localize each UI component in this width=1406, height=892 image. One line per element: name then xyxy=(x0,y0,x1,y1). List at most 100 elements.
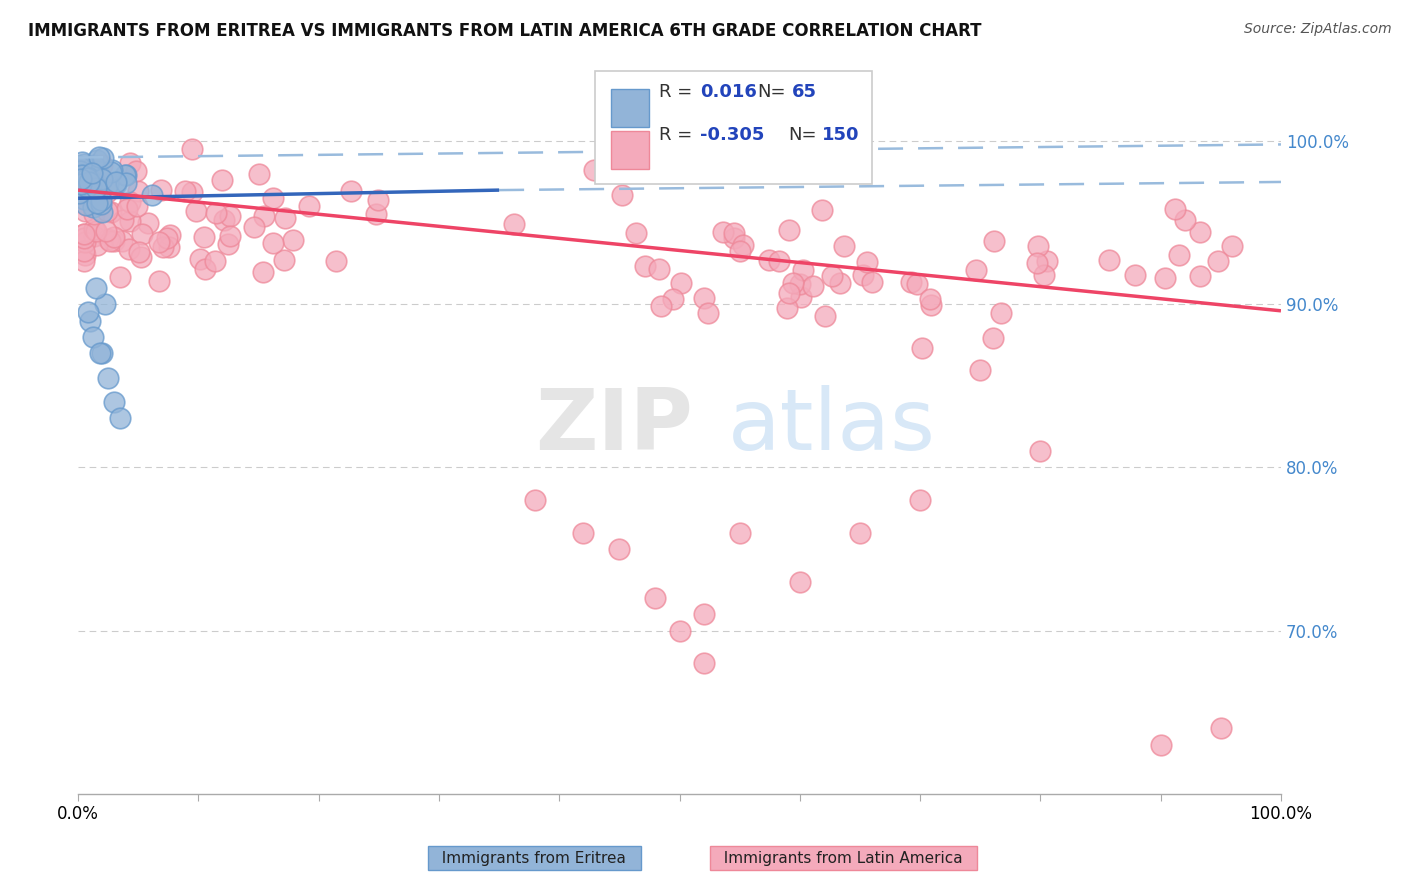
Point xyxy=(118,194,141,209)
Point xyxy=(91,346,114,360)
Point xyxy=(194,262,217,277)
Point xyxy=(73,157,96,171)
Point xyxy=(283,233,305,247)
Point xyxy=(692,607,714,622)
Text: N=: N= xyxy=(787,126,817,144)
Point xyxy=(1026,239,1049,253)
Point xyxy=(115,168,138,182)
Point xyxy=(87,179,110,194)
Point xyxy=(89,151,111,165)
Point xyxy=(252,265,274,279)
Point xyxy=(758,252,780,267)
Point xyxy=(181,142,204,156)
Point xyxy=(128,244,150,259)
Point xyxy=(1168,248,1191,262)
Point xyxy=(73,235,96,249)
Point xyxy=(150,183,173,197)
Point xyxy=(1098,253,1121,268)
Point xyxy=(73,179,96,194)
Point xyxy=(907,277,929,292)
Point xyxy=(340,184,363,198)
Point xyxy=(129,250,152,264)
Point xyxy=(778,285,800,300)
Point xyxy=(1189,268,1212,283)
Point xyxy=(110,269,132,284)
Text: Immigrants from Eritrea: Immigrants from Eritrea xyxy=(433,851,636,865)
Text: Immigrants from Latin America: Immigrants from Latin America xyxy=(714,851,973,865)
Point xyxy=(83,229,105,244)
Text: IMMIGRANTS FROM ERITREA VS IMMIGRANTS FROM LATIN AMERICA 6TH GRADE CORRELATION C: IMMIGRANTS FROM ERITREA VS IMMIGRANTS FR… xyxy=(28,22,981,40)
FancyBboxPatch shape xyxy=(595,70,872,185)
Point xyxy=(118,155,141,169)
Point xyxy=(103,234,125,248)
Point xyxy=(731,237,754,252)
Point xyxy=(67,159,90,173)
Point xyxy=(789,574,811,589)
Point xyxy=(103,230,125,244)
Point xyxy=(141,187,163,202)
Point xyxy=(76,305,98,319)
Text: R =: R = xyxy=(659,126,699,144)
Point xyxy=(70,163,93,178)
Point xyxy=(73,177,96,191)
Point xyxy=(118,243,141,257)
Point xyxy=(105,177,128,191)
Point xyxy=(298,199,321,213)
Point xyxy=(100,205,122,219)
Point xyxy=(111,235,134,249)
Point xyxy=(72,168,94,182)
Point xyxy=(103,395,125,409)
Point xyxy=(188,252,211,266)
Point xyxy=(76,198,98,212)
Point xyxy=(72,166,94,180)
Point xyxy=(82,186,104,201)
Text: Source: ZipAtlas.com: Source: ZipAtlas.com xyxy=(1244,22,1392,37)
Point xyxy=(82,179,104,194)
Point xyxy=(91,158,114,172)
Point xyxy=(778,223,800,237)
Point xyxy=(96,204,118,219)
Point xyxy=(86,174,108,188)
Point xyxy=(572,525,595,540)
Point xyxy=(723,226,745,240)
Point xyxy=(920,298,942,312)
Point xyxy=(152,240,174,254)
Point xyxy=(148,274,170,288)
Point xyxy=(101,162,124,177)
Point xyxy=(117,202,139,217)
Point xyxy=(790,290,813,304)
Point xyxy=(84,224,107,238)
Point xyxy=(156,231,179,245)
Point xyxy=(73,227,96,241)
Point xyxy=(69,172,91,186)
Point xyxy=(73,244,96,258)
Point xyxy=(79,313,101,327)
Point xyxy=(610,188,633,202)
Point xyxy=(274,211,297,225)
Point xyxy=(728,525,751,540)
Point xyxy=(364,206,387,220)
Point xyxy=(217,237,239,252)
Text: atlas: atlas xyxy=(728,385,935,468)
Point xyxy=(204,254,226,268)
Point xyxy=(67,168,90,182)
Point xyxy=(89,346,111,360)
Point xyxy=(247,167,270,181)
Point xyxy=(983,234,1005,248)
Text: -0.305: -0.305 xyxy=(700,126,765,144)
Point xyxy=(97,232,120,246)
Point xyxy=(73,253,96,268)
Point xyxy=(908,493,931,508)
Point xyxy=(76,180,98,194)
Point xyxy=(86,186,108,201)
Text: R =: R = xyxy=(659,83,699,101)
Point xyxy=(77,174,100,188)
Point xyxy=(918,292,941,306)
Point xyxy=(110,411,132,425)
Point xyxy=(80,166,103,180)
Point xyxy=(83,173,105,187)
Point xyxy=(80,167,103,181)
Point xyxy=(768,254,790,268)
Point xyxy=(325,254,347,268)
Point xyxy=(93,297,115,311)
